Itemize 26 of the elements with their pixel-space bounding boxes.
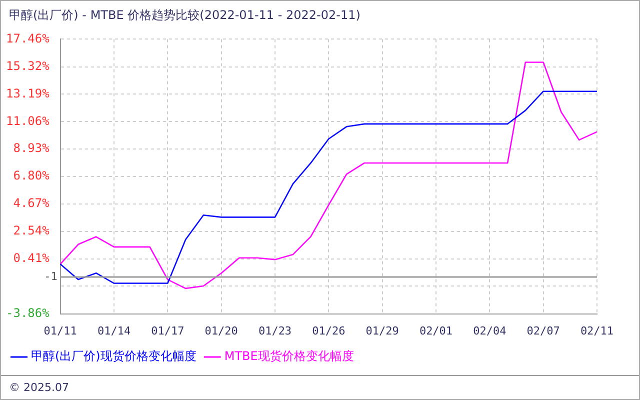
- x-tick-label: 02/11: [580, 324, 614, 338]
- y-tick-label: 15.32%: [6, 58, 50, 73]
- x-tick-label: 01/20: [204, 324, 238, 338]
- x-tick-label: 01/14: [97, 324, 131, 338]
- y-tick-label: 13.19%: [6, 86, 50, 100]
- y-tick-label: -3.86%: [6, 306, 50, 320]
- y-tick-label: 6.80%: [13, 168, 50, 183]
- y-tick-label: 8.93%: [13, 141, 50, 156]
- y-tick-label: 2.54%: [13, 223, 50, 238]
- ref-line-label: -1: [44, 270, 58, 283]
- text: © 2025.07: [9, 381, 69, 394]
- x-tick-label: 01/26: [312, 324, 346, 338]
- y-tick-label: 4.67%: [13, 196, 50, 210]
- y-tick-label: 0.41%: [13, 250, 50, 265]
- chart-title: 甲醇(出厂价) - MTBE 价格趋势比较(2022-01-11 - 2022-02-11): [9, 7, 360, 24]
- x-tick-label: 01/29: [366, 324, 399, 338]
- y-tick-label: 11.06%: [6, 114, 50, 128]
- x-tick-label: 02/04: [473, 324, 507, 338]
- x-tick-label: 02/01: [419, 324, 453, 338]
- x-tick-label: 02/07: [526, 324, 560, 338]
- x-tick-label: 01/11: [44, 324, 77, 338]
- x-tick-label: 01/23: [258, 324, 292, 338]
- y-tick-label: 17.46%: [6, 31, 50, 46]
- legend-label: 甲醇(出厂价)现货价格变化幅度: [31, 349, 196, 364]
- x-tick-label: 01/17: [151, 324, 184, 338]
- legend-label: MTBE现货价格变化幅度: [224, 349, 354, 364]
